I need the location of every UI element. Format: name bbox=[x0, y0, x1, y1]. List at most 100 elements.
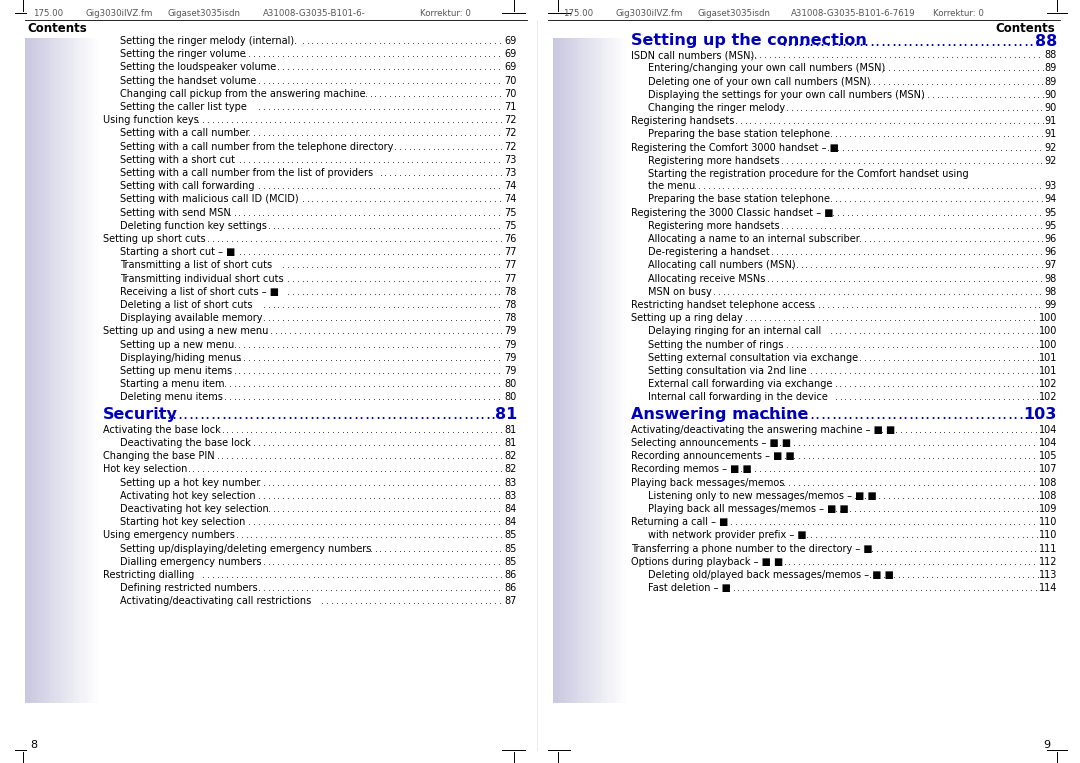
Text: .: . bbox=[378, 247, 381, 257]
Text: .: . bbox=[917, 63, 920, 73]
Text: .: . bbox=[859, 530, 862, 540]
Text: .: . bbox=[851, 208, 854, 217]
Text: .: . bbox=[865, 300, 868, 310]
Text: .: . bbox=[349, 517, 352, 527]
Text: .: . bbox=[774, 438, 777, 448]
Text: .: . bbox=[842, 181, 846, 192]
Text: .: . bbox=[445, 366, 448, 376]
Text: .: . bbox=[940, 156, 943, 166]
Text: .: . bbox=[960, 76, 963, 86]
Text: .: . bbox=[441, 313, 444, 324]
Text: .: . bbox=[1008, 530, 1010, 540]
Text: .: . bbox=[329, 208, 333, 217]
Text: .: . bbox=[779, 438, 782, 448]
Text: .: . bbox=[461, 234, 464, 244]
Text: .: . bbox=[834, 260, 837, 270]
Text: .: . bbox=[441, 287, 444, 297]
Text: .: . bbox=[389, 36, 391, 46]
Text: .: . bbox=[268, 181, 271, 192]
Text: .: . bbox=[345, 128, 348, 138]
Text: .: . bbox=[400, 451, 402, 461]
Bar bbox=[606, 38, 609, 703]
Text: .: . bbox=[816, 465, 820, 475]
Text: .: . bbox=[963, 407, 968, 422]
Text: .: . bbox=[282, 260, 285, 270]
Text: .: . bbox=[413, 597, 416, 607]
Text: .: . bbox=[427, 274, 430, 284]
Text: .: . bbox=[404, 570, 407, 580]
Text: .: . bbox=[964, 379, 968, 389]
Text: .: . bbox=[307, 63, 309, 72]
Text: .: . bbox=[272, 438, 275, 448]
Bar bbox=[42, 38, 44, 703]
Text: .: . bbox=[984, 379, 986, 389]
Text: .: . bbox=[262, 181, 266, 192]
Text: .: . bbox=[310, 379, 313, 389]
Text: Defining restricted numbers: Defining restricted numbers bbox=[120, 583, 258, 593]
Text: .: . bbox=[777, 221, 780, 230]
Text: .: . bbox=[311, 300, 314, 310]
Text: .: . bbox=[826, 50, 829, 60]
Text: .: . bbox=[470, 221, 472, 230]
Text: Recording announcements – ■ ■: Recording announcements – ■ ■ bbox=[631, 451, 795, 461]
Text: .: . bbox=[379, 543, 382, 554]
Text: .: . bbox=[494, 438, 496, 448]
Text: .: . bbox=[474, 379, 476, 389]
Text: .: . bbox=[1022, 504, 1025, 514]
Text: .: . bbox=[315, 353, 319, 362]
Text: .: . bbox=[459, 366, 462, 376]
Text: .: . bbox=[935, 504, 939, 514]
Text: .: . bbox=[353, 340, 356, 349]
Text: .: . bbox=[378, 208, 380, 217]
Text: .: . bbox=[945, 195, 948, 204]
Text: .: . bbox=[265, 234, 268, 244]
Text: .: . bbox=[846, 478, 849, 488]
Text: .: . bbox=[450, 247, 453, 257]
Text: .: . bbox=[835, 366, 837, 376]
Text: .: . bbox=[287, 287, 291, 297]
Text: .: . bbox=[926, 392, 929, 402]
Text: .: . bbox=[255, 570, 258, 580]
Text: .: . bbox=[296, 128, 299, 138]
Bar bbox=[35, 38, 38, 703]
Text: .: . bbox=[858, 583, 861, 593]
Text: .: . bbox=[1023, 50, 1026, 60]
Text: .: . bbox=[288, 234, 292, 244]
Text: .: . bbox=[791, 260, 794, 270]
Text: Gig3030iIVZ.fm: Gig3030iIVZ.fm bbox=[616, 8, 684, 18]
Text: .: . bbox=[932, 557, 935, 567]
Text: .: . bbox=[435, 379, 438, 389]
Text: .: . bbox=[1012, 247, 1014, 257]
Text: .: . bbox=[926, 130, 929, 140]
Text: .: . bbox=[805, 274, 808, 284]
Bar bbox=[80, 38, 83, 703]
Text: .: . bbox=[359, 517, 362, 527]
Text: .: . bbox=[494, 260, 497, 270]
Text: .: . bbox=[326, 195, 329, 204]
Text: .: . bbox=[417, 76, 419, 85]
Text: 99: 99 bbox=[1044, 300, 1057, 310]
Text: .: . bbox=[484, 353, 486, 362]
Text: .: . bbox=[959, 530, 962, 540]
Text: .: . bbox=[902, 530, 905, 540]
Text: .: . bbox=[810, 260, 813, 270]
Text: .: . bbox=[437, 142, 441, 152]
Bar bbox=[570, 38, 572, 703]
Text: .: . bbox=[455, 366, 458, 376]
Text: .: . bbox=[494, 49, 496, 60]
Text: .: . bbox=[805, 583, 808, 593]
Text: .: . bbox=[846, 116, 849, 126]
Text: .: . bbox=[296, 392, 299, 402]
Text: .: . bbox=[402, 63, 405, 72]
Text: .: . bbox=[964, 76, 968, 86]
Text: .: . bbox=[325, 491, 328, 501]
Text: .: . bbox=[269, 115, 272, 125]
Text: .: . bbox=[873, 247, 875, 257]
Text: .: . bbox=[442, 115, 445, 125]
Text: .: . bbox=[969, 504, 972, 514]
Text: .: . bbox=[342, 407, 347, 422]
Text: .: . bbox=[456, 36, 459, 46]
Text: .: . bbox=[450, 438, 453, 448]
Text: .: . bbox=[293, 407, 298, 422]
Text: .: . bbox=[340, 221, 342, 230]
